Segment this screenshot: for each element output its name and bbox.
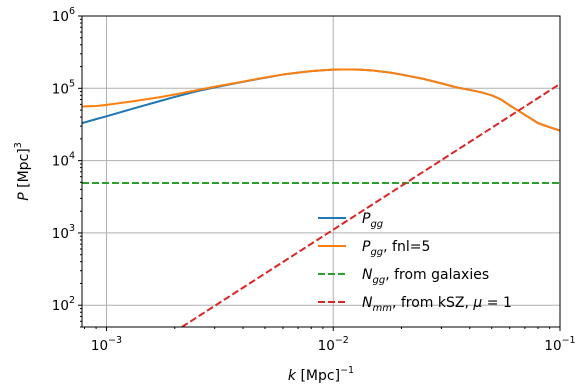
- y-tick-label: 105: [52, 78, 75, 97]
- y-axis-unit-exponent: 3: [13, 142, 24, 148]
- legend-label-3: Ngg, from galaxies: [362, 267, 489, 286]
- axis-ticks: [78, 15, 561, 331]
- x-tick-exponent: −3: [108, 335, 122, 346]
- x-axis-unit: [Mpc]: [296, 368, 340, 384]
- legend-text-rest: , fnl=5: [383, 239, 430, 255]
- series-line-2: [82, 68, 560, 132]
- x-tick-label: 10−1: [544, 335, 575, 354]
- y-tick-base: 10: [52, 298, 69, 314]
- x-tick-base: 10: [544, 338, 561, 354]
- legend-subscript: gg: [370, 247, 383, 258]
- series-line-4: [181, 83, 560, 327]
- y-tick-exponent: 2: [69, 295, 75, 306]
- legend-label-4: Nmm, from kSZ, μ = 1: [362, 295, 512, 314]
- x-tick-label: 10−3: [91, 335, 122, 354]
- x-axis-unit-exponent: −1: [340, 365, 354, 376]
- legend-subscript: gg: [370, 219, 383, 230]
- y-tick-exponent: 3: [69, 223, 75, 234]
- legend-label-1: Pgg: [362, 211, 383, 230]
- x-axis-label: k [Mpc]−1: [288, 365, 354, 384]
- x-tick-label: 10−2: [318, 335, 349, 354]
- legend-subscript: mm: [372, 303, 392, 314]
- y-tick-label: 106: [52, 6, 75, 25]
- x-tick-base: 10: [91, 338, 108, 354]
- legend-subscript: gg: [372, 275, 385, 286]
- y-tick-base: 10: [52, 81, 69, 97]
- y-axis-symbol: P: [16, 192, 32, 201]
- legend-symbol: P: [362, 211, 371, 227]
- x-tick-exponent: −2: [335, 335, 349, 346]
- y-tick-label: 102: [52, 295, 75, 314]
- legend-text-rest: , from kSZ,: [392, 295, 473, 311]
- x-tick-exponent: −1: [562, 335, 576, 346]
- y-tick-base: 10: [52, 154, 69, 170]
- legend-symbol-mu: μ: [472, 295, 482, 311]
- legend-text-rest: , from galaxies: [385, 267, 489, 283]
- x-tick-base: 10: [318, 338, 335, 354]
- y-tick-base: 10: [52, 9, 69, 25]
- y-tick-label: 104: [52, 151, 75, 170]
- y-axis-unit: [Mpc]: [16, 148, 32, 192]
- legend-symbol: N: [362, 295, 373, 311]
- y-tick-base: 10: [52, 226, 69, 242]
- legend-label-2: Pgg, fnl=5: [362, 239, 430, 258]
- y-tick-exponent: 4: [69, 151, 75, 162]
- legend-text-value: = 1: [482, 295, 512, 311]
- y-tick-exponent: 5: [69, 78, 75, 89]
- legend-symbol: N: [362, 267, 373, 283]
- y-tick-exponent: 6: [69, 6, 75, 17]
- legend-symbol: P: [362, 239, 371, 255]
- series-group: [82, 68, 560, 327]
- y-axis-label: P [Mpc]3: [13, 142, 32, 201]
- x-axis-symbol: k: [288, 368, 297, 384]
- y-tick-label: 103: [52, 223, 75, 242]
